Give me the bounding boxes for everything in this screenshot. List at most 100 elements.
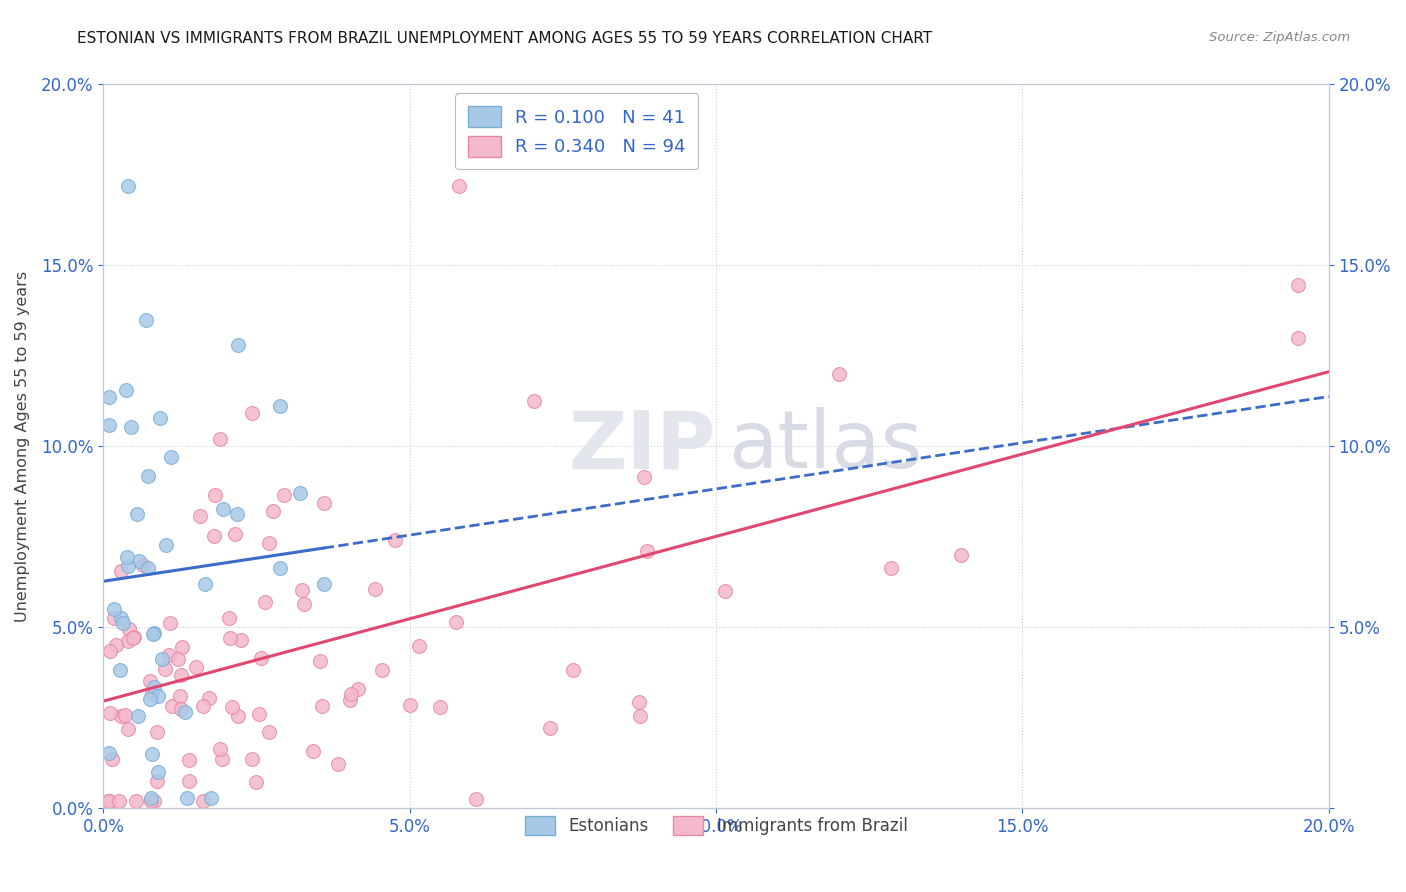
Point <box>159 450 181 464</box>
Point <box>98 794 121 808</box>
Point <box>211 751 233 765</box>
Y-axis label: Unemployment Among Ages 55 to 59 years: Unemployment Among Ages 55 to 59 years <box>15 271 30 622</box>
Point <box>311 699 333 714</box>
Point <box>291 583 314 598</box>
Point <box>98 706 121 720</box>
Point <box>339 687 361 701</box>
Point <box>408 639 430 653</box>
Point <box>191 699 214 714</box>
Point <box>184 659 207 673</box>
Point <box>212 502 235 516</box>
Point <box>292 597 315 611</box>
Point <box>262 504 284 518</box>
Point <box>179 753 201 767</box>
Point <box>257 535 280 549</box>
Legend: Estonians, Immigrants from Brazil: Estonians, Immigrants from Brazil <box>516 807 915 844</box>
Point <box>226 338 249 352</box>
Point <box>149 411 172 425</box>
Point <box>141 686 163 700</box>
Point <box>257 725 280 739</box>
Point <box>444 615 467 629</box>
Point <box>117 178 139 193</box>
Point <box>1286 331 1309 345</box>
Point <box>157 648 180 663</box>
Point <box>221 700 243 714</box>
Point <box>523 393 546 408</box>
Point <box>202 529 225 543</box>
Point <box>628 709 651 723</box>
Point <box>143 794 166 808</box>
Point <box>110 708 132 723</box>
Point <box>288 486 311 500</box>
Point <box>240 752 263 766</box>
Point <box>101 752 124 766</box>
Point <box>153 662 176 676</box>
Point <box>247 707 270 722</box>
Point <box>636 544 658 558</box>
Point <box>138 692 160 706</box>
Point <box>464 792 486 806</box>
Point <box>301 744 323 758</box>
Point <box>190 508 212 523</box>
Point <box>167 652 190 666</box>
Point <box>128 553 150 567</box>
Point <box>122 631 145 645</box>
Point <box>114 707 136 722</box>
Point <box>347 681 370 696</box>
Text: Source: ZipAtlas.com: Source: ZipAtlas.com <box>1209 31 1350 45</box>
Point <box>950 548 973 562</box>
Point <box>827 367 849 381</box>
Point <box>103 611 125 625</box>
Point <box>139 673 162 688</box>
Point <box>176 790 198 805</box>
Point <box>398 698 420 712</box>
Point <box>309 654 332 668</box>
Point <box>200 790 222 805</box>
Point <box>136 560 159 574</box>
Point <box>104 638 127 652</box>
Point <box>142 626 165 640</box>
Point <box>136 469 159 483</box>
Point <box>312 496 335 510</box>
Point <box>170 701 193 715</box>
Point <box>155 538 177 552</box>
Point <box>273 488 295 502</box>
Text: ZIP: ZIP <box>569 408 716 485</box>
Point <box>145 725 167 739</box>
Point <box>139 790 162 805</box>
Point <box>141 747 163 761</box>
Point <box>98 417 121 432</box>
Point <box>173 705 195 719</box>
Point <box>194 576 217 591</box>
Point <box>145 773 167 788</box>
Point <box>371 663 394 677</box>
Point <box>209 433 232 447</box>
Point <box>141 794 163 808</box>
Point <box>245 775 267 789</box>
Point <box>1286 277 1309 292</box>
Point <box>269 399 291 413</box>
Point <box>363 582 385 597</box>
Point <box>714 584 737 599</box>
Point <box>159 615 181 630</box>
Point <box>269 561 291 575</box>
Point <box>254 594 277 608</box>
Point <box>98 390 121 404</box>
Point <box>170 667 193 681</box>
Point <box>179 774 201 789</box>
Point <box>150 651 173 665</box>
Point <box>198 691 221 706</box>
Point <box>117 558 139 573</box>
Point <box>143 681 166 695</box>
Point <box>115 550 138 565</box>
Point <box>143 625 166 640</box>
Point <box>115 383 138 397</box>
Point <box>204 488 226 502</box>
Point <box>429 699 451 714</box>
Point <box>627 695 650 709</box>
Point <box>98 643 121 657</box>
Point <box>229 633 252 648</box>
Point <box>170 640 193 654</box>
Point <box>125 794 148 808</box>
Point <box>121 631 143 645</box>
